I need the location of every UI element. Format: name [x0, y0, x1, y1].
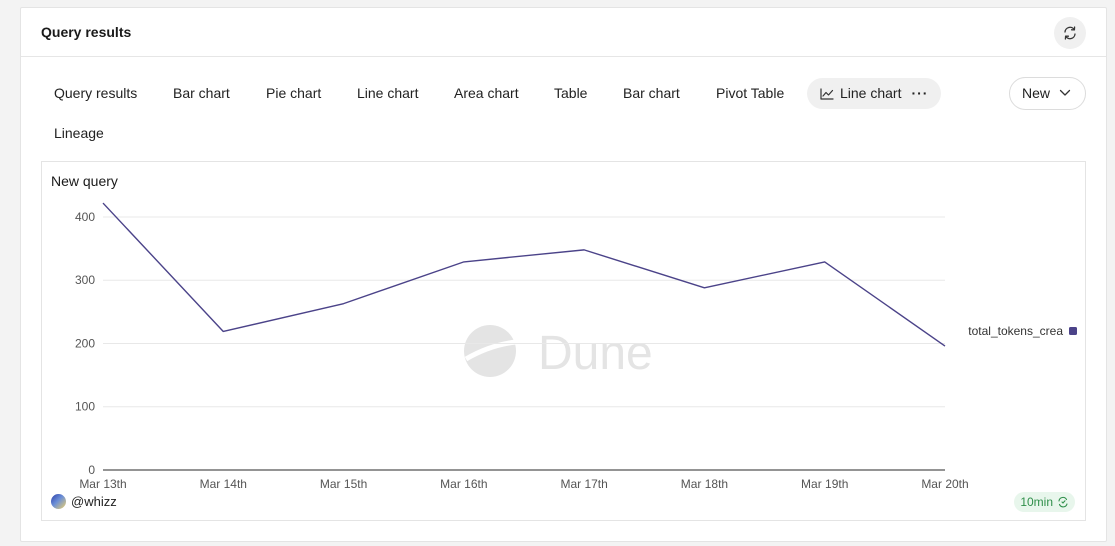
series-line[interactable]	[102, 202, 946, 347]
refresh-interval-label: 10min	[1020, 495, 1053, 509]
data-point[interactable]	[581, 247, 587, 253]
line-chart-icon	[820, 87, 834, 100]
refresh-schedule-icon	[1058, 496, 1068, 508]
query-results-panel: Query results Query results Bar chart Pi…	[20, 7, 1107, 542]
legend-swatch[interactable]	[1069, 327, 1077, 335]
x-tick-label: Mar 20th	[921, 477, 968, 491]
data-point[interactable]	[461, 259, 467, 265]
chart-title: New query	[51, 173, 118, 189]
legend-label: total_tokens_crea	[968, 324, 1063, 338]
y-tick-label: 300	[75, 273, 95, 287]
tab-query-results[interactable]: Query results	[54, 85, 138, 101]
refresh-button[interactable]	[1054, 17, 1086, 49]
data-point[interactable]	[100, 200, 106, 206]
x-tick-label: Mar 18th	[681, 477, 728, 491]
tab-pivot-table[interactable]: Pivot Table	[716, 85, 785, 101]
dune-watermark: Dune	[464, 325, 653, 380]
refresh-icon	[1064, 26, 1076, 40]
tab-pie-chart[interactable]: Pie chart	[266, 85, 322, 101]
tab-lineage[interactable]: Lineage	[54, 125, 104, 141]
x-tick-label: Mar 14th	[200, 477, 247, 491]
author[interactable]: @whizz	[51, 494, 117, 509]
tab-line-chart-active[interactable]: Line chart ···	[807, 78, 942, 109]
chart-card: New query Dune 0 100 200 300 400 Mar 13th Mar…	[41, 161, 1086, 521]
y-tick-label: 400	[75, 210, 95, 224]
y-tick-label: 100	[75, 400, 95, 414]
y-tick-label: 200	[75, 336, 95, 350]
x-tick-label: Mar 15th	[320, 477, 367, 491]
x-tick-label: Mar 19th	[801, 477, 848, 491]
x-tick-label: Mar 17th	[560, 477, 607, 491]
line-chart: Dune 0 100 200 300 400 Mar 13th Mar 14th Mar 1…	[75, 200, 1077, 491]
tab-area-chart[interactable]: Area chart	[454, 85, 519, 101]
dune-logo-icon	[464, 325, 516, 377]
tab-bar-chart-2[interactable]: Bar chart	[623, 85, 680, 101]
y-tick-label: 0	[88, 463, 95, 477]
chevron-down-icon	[1059, 89, 1071, 96]
x-tick-label: Mar 16th	[440, 477, 487, 491]
data-point[interactable]	[220, 328, 226, 334]
more-options-icon[interactable]: ···	[911, 85, 929, 101]
x-tick-label: Mar 13th	[79, 477, 126, 491]
data-point[interactable]	[341, 301, 347, 307]
tab-line-chart[interactable]: Line chart	[357, 85, 419, 101]
new-button-label: New	[1022, 85, 1051, 101]
active-tab-label: Line chart	[840, 85, 902, 101]
watermark-text: Dune	[538, 327, 653, 380]
author-name: @whizz	[71, 494, 117, 509]
tab-bar-chart[interactable]: Bar chart	[173, 85, 230, 101]
new-visualization-button[interactable]: New	[1009, 77, 1086, 110]
panel-title: Query results	[41, 24, 132, 40]
avatar	[51, 494, 66, 509]
data-point[interactable]	[822, 259, 828, 265]
data-point[interactable]	[942, 343, 948, 349]
tab-table[interactable]: Table	[554, 85, 588, 101]
refresh-interval-badge[interactable]: 10min	[1014, 492, 1075, 512]
panel-header: Query results	[21, 8, 1106, 57]
data-point[interactable]	[701, 285, 707, 291]
